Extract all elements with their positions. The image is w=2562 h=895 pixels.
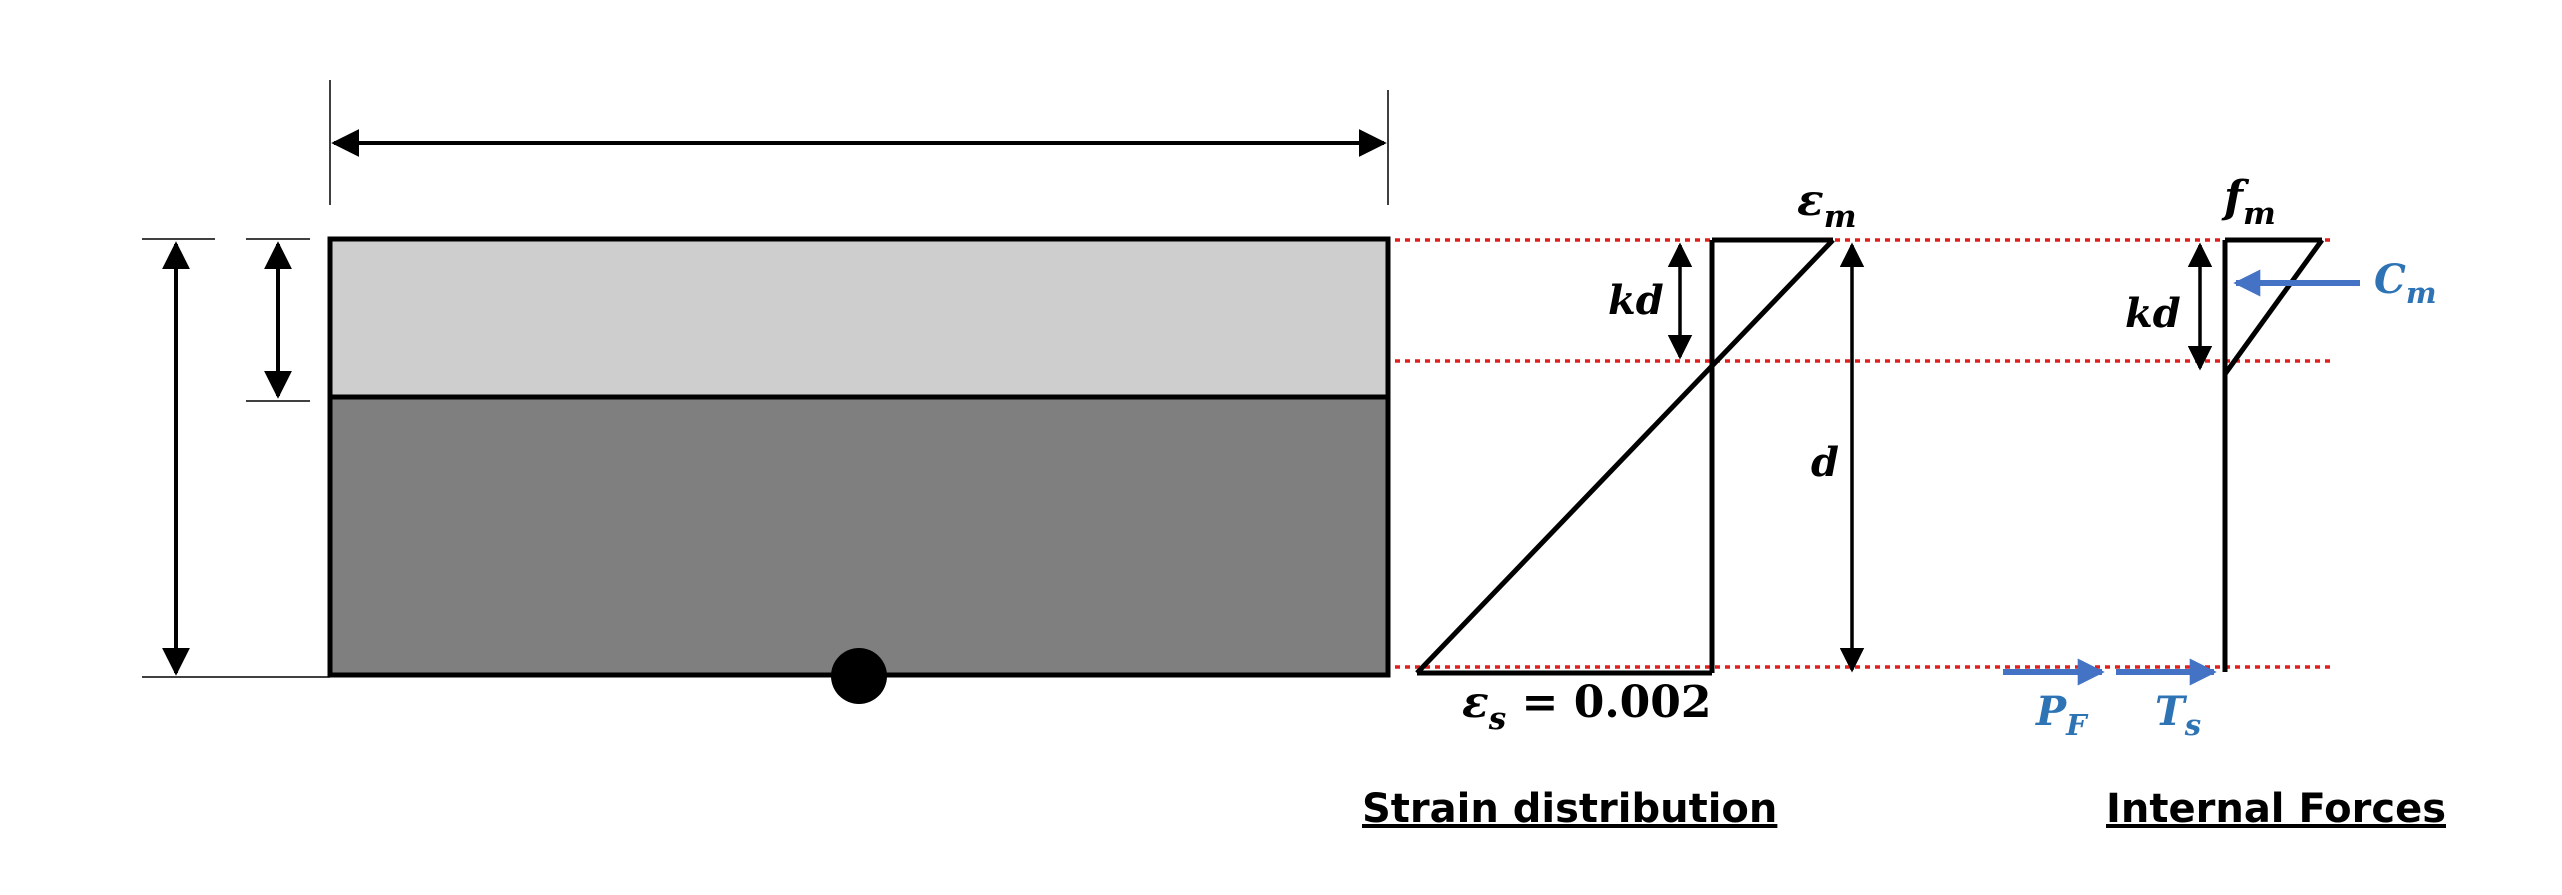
strain-line	[1415, 238, 1835, 675]
f-m-label: fm	[2221, 172, 2276, 232]
masonry-top-layer	[327, 236, 1391, 400]
internal-forces: fm kd Cm PF Ts Internal Forces	[2003, 172, 2446, 832]
epsilon-m-label: εm	[1797, 175, 1857, 235]
t-s-label: Ts	[2155, 688, 2201, 742]
cross-section	[142, 80, 1391, 704]
epsilon-s-label: εs = 0.002	[1462, 677, 1712, 737]
c-m-label: Cm	[2374, 256, 2437, 310]
strain-distribution-title: Strain distribution	[1362, 786, 1777, 832]
p-f-label: PF	[2035, 688, 2089, 742]
kd-label-forces: kd	[2125, 290, 2181, 337]
kd-label-strain: kd	[1608, 277, 1664, 324]
internal-forces-title: Internal Forces	[2106, 786, 2446, 832]
strain-distribution: εm kd d εs = 0.002 Strain distribution	[1362, 175, 2330, 832]
masonry-bottom-layer	[327, 394, 1391, 678]
reinforcement-bar	[831, 648, 887, 704]
stress-diagonal	[2222, 238, 2325, 376]
d-label: d	[1811, 439, 1839, 486]
